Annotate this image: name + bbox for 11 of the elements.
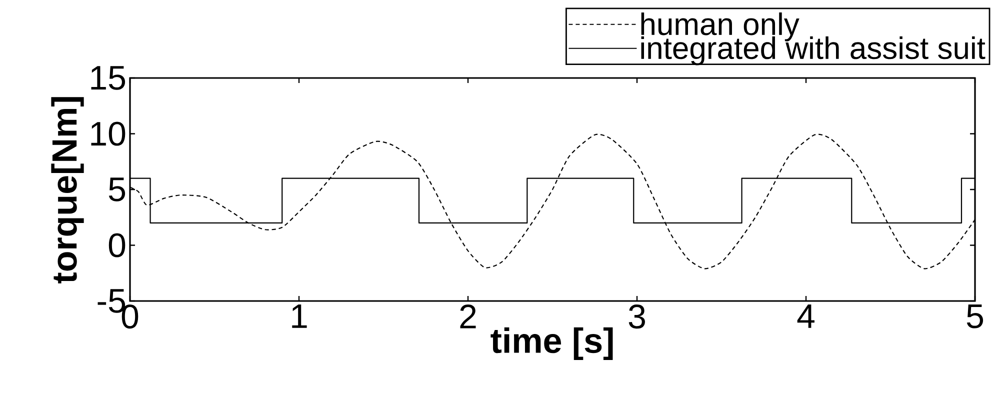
x-tick-label: 3 bbox=[628, 304, 645, 329]
y-axis-title: torque[Nm] bbox=[51, 97, 84, 284]
x-tick-label: 2 bbox=[460, 304, 476, 328]
x-axis-title: time [s] bbox=[490, 327, 613, 360]
x-tick-label: 1 bbox=[292, 304, 307, 328]
y-tick-label: 0 bbox=[108, 233, 126, 258]
y-tick-label: 10 bbox=[91, 122, 126, 146]
y-tick-label: 5 bbox=[108, 178, 126, 202]
y-tick-label: 15 bbox=[91, 66, 126, 90]
x-tick-label: 4 bbox=[797, 304, 814, 328]
x-tick-label: 5 bbox=[966, 304, 984, 328]
